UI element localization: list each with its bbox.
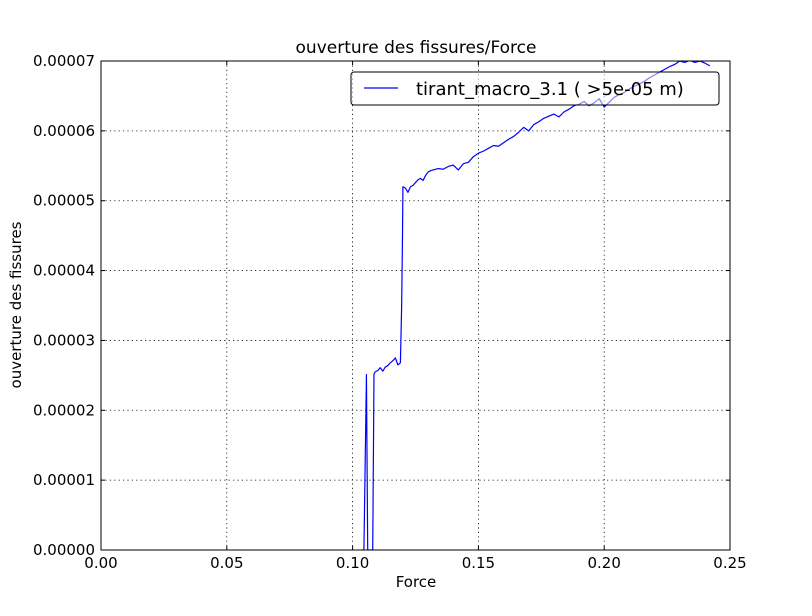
data-point xyxy=(401,305,402,306)
data-point xyxy=(463,163,464,164)
data-point xyxy=(513,136,514,137)
data-point xyxy=(402,186,403,187)
data-point xyxy=(453,165,454,166)
data-point xyxy=(707,64,708,65)
data-point xyxy=(430,170,431,171)
data-point xyxy=(425,175,426,176)
data-point xyxy=(438,168,439,169)
data-point xyxy=(395,357,396,358)
data-point xyxy=(674,64,675,65)
data-point xyxy=(694,62,695,63)
data-point xyxy=(423,180,424,181)
data-point xyxy=(478,153,479,154)
data-point xyxy=(397,364,398,365)
data-point xyxy=(533,124,534,125)
data-point xyxy=(377,370,378,371)
data-point xyxy=(709,65,710,66)
data-point xyxy=(380,367,381,368)
data-point xyxy=(428,172,429,173)
data-point xyxy=(568,109,569,110)
data-point xyxy=(528,130,529,131)
data-point xyxy=(412,185,413,186)
data-point xyxy=(385,366,386,367)
data-point xyxy=(518,132,519,133)
data-point xyxy=(405,188,406,189)
x-tick-label: 0.25 xyxy=(713,554,746,572)
data-point xyxy=(543,118,544,119)
data-point xyxy=(548,116,549,117)
data-point xyxy=(508,139,509,140)
data-point xyxy=(704,63,705,64)
y-tick-label: 0.00007 xyxy=(33,52,95,70)
data-point xyxy=(373,373,374,374)
data-point xyxy=(375,371,376,372)
y-tick-label: 0.00004 xyxy=(33,262,95,280)
data-point xyxy=(503,142,504,143)
chart-title: ouverture des fissures/Force xyxy=(296,38,537,58)
x-tick-labels: 0.00 0.05 0.10 0.15 0.20 0.25 xyxy=(84,554,746,572)
data-point xyxy=(400,362,401,363)
data-point xyxy=(493,145,494,146)
data-point xyxy=(458,169,459,170)
data-point xyxy=(483,151,484,152)
data-point xyxy=(418,179,419,180)
legend-box xyxy=(350,71,720,106)
legend-label: tirant_macro_3.1 ( >5e-05 m) xyxy=(416,79,684,100)
data-point xyxy=(664,69,665,70)
data-point xyxy=(473,156,474,157)
data-point xyxy=(433,169,434,170)
plot-frame xyxy=(100,60,731,551)
y-tick-label: 0.00003 xyxy=(33,331,95,349)
data-point xyxy=(684,62,685,63)
data-point xyxy=(407,192,408,193)
data-point xyxy=(563,112,564,113)
data-point xyxy=(538,121,539,122)
data-point xyxy=(390,362,391,363)
y-tick-labels: 0.00000 0.00001 0.00002 0.00003 0.00004 0.000… xyxy=(33,52,95,559)
legend: tirant_macro_3.1 ( >5e-05 m) xyxy=(350,71,720,106)
x-axis-label: Force xyxy=(396,573,437,591)
x-tick-label: 0.15 xyxy=(462,554,495,572)
data-point xyxy=(669,66,670,67)
data-point xyxy=(415,182,416,183)
data-point xyxy=(392,360,393,361)
x-tick-label: 0.05 xyxy=(210,554,243,572)
data-point xyxy=(387,365,388,366)
data-point xyxy=(553,114,554,115)
data-point xyxy=(558,116,559,117)
y-tick-label: 0.00002 xyxy=(33,401,95,419)
y-tick-label: 0.00006 xyxy=(33,122,95,140)
y-tick-label: 0.00005 xyxy=(33,192,95,210)
data-point xyxy=(498,146,499,147)
y-tick-label: 0.00001 xyxy=(33,471,95,489)
data-point xyxy=(402,242,403,243)
x-tick-label: 0.20 xyxy=(587,554,620,572)
data-point xyxy=(366,374,367,375)
data-point xyxy=(488,148,489,149)
data-point xyxy=(382,371,383,372)
x-tick-label: 0.00 xyxy=(84,554,117,572)
y-tick-label: 0.00000 xyxy=(33,541,95,559)
data-point xyxy=(448,166,449,167)
data-point xyxy=(604,107,605,108)
data-point xyxy=(443,169,444,170)
x-tick-label: 0.10 xyxy=(336,554,369,572)
data-point xyxy=(523,127,524,128)
data-point xyxy=(410,186,411,187)
y-axis-label: ouverture des fissures xyxy=(7,221,25,388)
data-point xyxy=(420,178,421,179)
ticks xyxy=(100,60,731,551)
data-point xyxy=(468,162,469,163)
